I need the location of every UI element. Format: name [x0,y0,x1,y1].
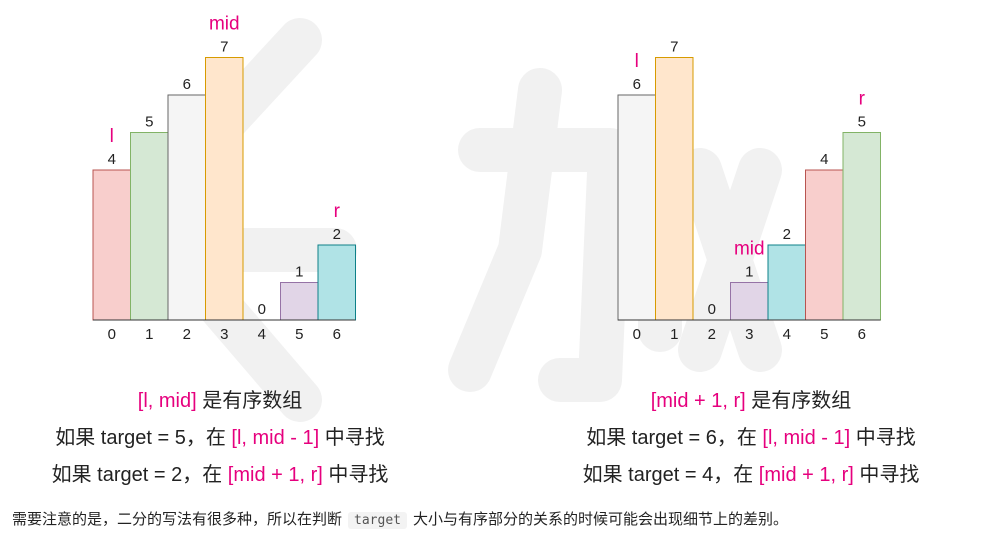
left-bar-6 [318,245,356,320]
caption-right-2: 如果 target = 6，在 [l, mid - 1] 中寻找 [586,421,916,450]
right-index-label-5: 5 [820,326,828,343]
right-index-label-4: 4 [783,326,791,343]
caption-right-1-segment-1: 是有序数组 [746,390,852,412]
left-bar-2 [168,95,206,320]
caption-left-3-segment-2: 中寻找 [323,464,389,486]
left-value-label-2: 6 [183,76,191,93]
right-bar-3 [731,283,769,321]
right-value-label-1: 7 [670,39,678,56]
caption-right-3: 如果 target = 4，在 [mid + 1, r] 中寻找 [583,458,920,487]
caption-left-2-segment-2: 中寻找 [319,427,385,449]
caption-left-2-segment-0: 如果 target = 5，在 [55,427,231,449]
right-bar-6 [843,133,881,321]
right-bar-0 [618,95,656,320]
caption-right-1-segment-0: [mid + 1, r] [651,390,746,412]
left-value-label-5: 1 [295,264,303,281]
caption-right-2-segment-1: [l, mid - 1] [762,427,850,449]
right-pointer-mid: mid [734,239,765,260]
right-value-label-2: 0 [708,301,716,318]
footnote-before: 需要注意的是，二分的写法有很多种，所以在判断 [12,511,342,528]
caption-right-3-segment-2: 中寻找 [854,464,920,486]
left-value-label-0: 4 [108,151,116,168]
caption-right-1: [mid + 1, r] 是有序数组 [651,384,852,413]
caption-left-3-segment-0: 如果 target = 2，在 [52,464,228,486]
left-index-label-0: 0 [108,326,116,343]
right-value-label-0: 6 [633,76,641,93]
caption-right-2-segment-0: 如果 target = 6，在 [586,427,762,449]
left-index-label-3: 3 [220,326,228,343]
left-index-label-4: 4 [258,326,266,343]
caption-left-1: [l, mid] 是有序数组 [138,384,302,413]
right-value-label-5: 4 [820,151,828,168]
right-bar-5 [806,170,844,320]
left-bar-5 [281,283,319,321]
left-pointer-l: l [110,126,114,147]
footnote-code: target [348,512,407,529]
left-index-label-5: 5 [295,326,303,343]
right-index-label-0: 0 [633,326,641,343]
right-index-label-2: 2 [708,326,716,343]
left-value-label-3: 7 [220,39,228,56]
caption-left-2-segment-1: [l, mid - 1] [231,427,319,449]
right-bar-1 [656,58,694,321]
footnote: 需要注意的是，二分的写法有很多种，所以在判断 target 大小与有序部分的关系的时… [12,508,788,529]
caption-left-1-segment-0: [l, mid] [138,390,197,412]
caption-right-3-segment-0: 如果 target = 4，在 [583,464,759,486]
right-index-label-1: 1 [670,326,678,343]
right-value-label-4: 2 [783,226,791,243]
right-pointer-l: l [635,51,639,72]
right-value-label-6: 5 [858,114,866,131]
left-pointer-mid: mid [209,14,240,35]
right-bar-4 [768,245,806,320]
caption-left-3: 如果 target = 2，在 [mid + 1, r] 中寻找 [52,458,389,487]
right-value-label-3: 1 [745,264,753,281]
left-value-label-1: 5 [145,114,153,131]
caption-right-3-segment-1: [mid + 1, r] [759,464,854,486]
caption-left-3-segment-1: [mid + 1, r] [228,464,323,486]
left-index-label-2: 2 [183,326,191,343]
left-value-label-4: 0 [258,301,266,318]
left-bar-0 [93,170,131,320]
caption-left-1-segment-1: 是有序数组 [197,390,303,412]
caption-left-2: 如果 target = 5，在 [l, mid - 1] 中寻找 [55,421,385,450]
right-pointer-r: r [859,89,866,110]
footnote-after: 大小与有序部分的关系的时候可能会出现细节上的差别。 [413,511,788,528]
left-index-label-1: 1 [145,326,153,343]
left-bar-1 [131,133,169,321]
right-index-label-6: 6 [858,326,866,343]
left-bar-3 [206,58,244,321]
right-index-label-3: 3 [745,326,753,343]
left-value-label-6: 2 [333,226,341,243]
left-index-label-6: 6 [333,326,341,343]
caption-right-2-segment-2: 中寻找 [850,427,916,449]
left-pointer-r: r [334,201,341,222]
